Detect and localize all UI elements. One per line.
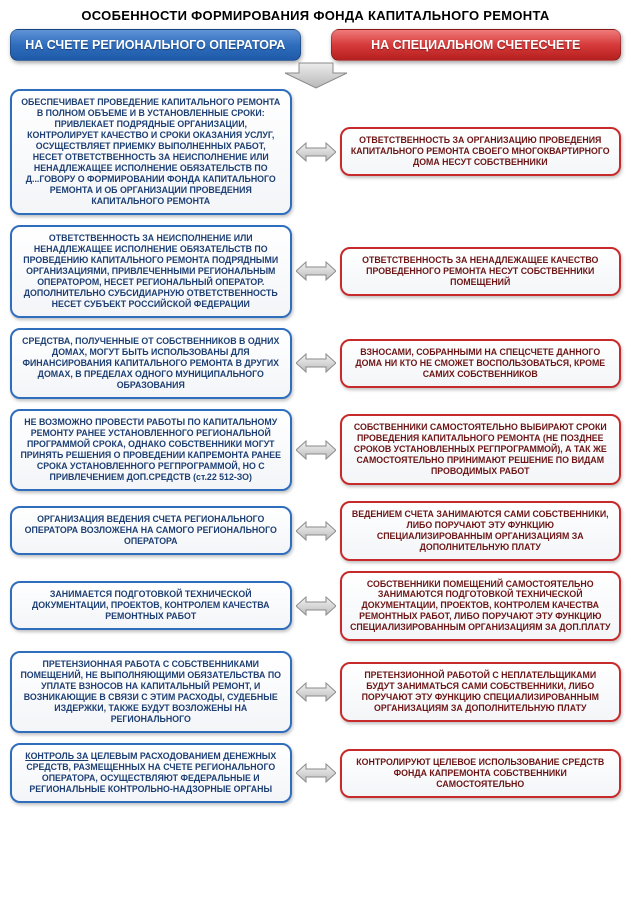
header-right: НА СПЕЦИАЛЬНОМ СЧЕТЕСЧЕТЕ — [331, 29, 622, 61]
left-cell: ЗАНИМАЕТСЯ ПОДГОТОВКОЙ ТЕХНИЧЕСКОЙ ДОКУМ… — [10, 581, 292, 630]
bidirectional-arrow-icon — [296, 352, 336, 374]
right-cell: КОНТРОЛИРУЮТ ЦЕЛЕВОЕ ИСПОЛЬЗОВАНИЕ СРЕДС… — [340, 749, 622, 798]
comparison-row: КОНТРОЛЬ ЗА ЦЕЛЕВЫМ РАСХОДОВАНИЕМ ДЕНЕЖН… — [10, 743, 621, 803]
page-title: ОСОБЕННОСТИ ФОРМИРОВАНИЯ ФОНДА КАПИТАЛЬН… — [10, 8, 621, 23]
comparison-row: ОБЕСПЕЧИВАЕТ ПРОВЕДЕНИЕ КАПИТАЛЬНОГО РЕМ… — [10, 89, 621, 215]
right-cell: ВЗНОСАМИ, СОБРАННЫМИ НА СПЕЦСЧЕТЕ ДАННОГ… — [340, 339, 622, 388]
bidirectional-arrow-icon — [296, 520, 336, 542]
left-cell: СРЕДСТВА, ПОЛУЧЕННЫЕ ОТ СОБСТВЕННИКОВ В … — [10, 328, 292, 399]
comparison-row: ПРЕТЕНЗИОННАЯ РАБОТА С СОБСТВЕННИКАМИ ПО… — [10, 651, 621, 733]
right-cell: ВЕДЕНИЕМ СЧЕТА ЗАНИМАЮТСЯ САМИ СОБСТВЕНН… — [340, 501, 622, 561]
bidirectional-arrow-icon — [296, 141, 336, 163]
right-cell: ПРЕТЕНЗИОННОЙ РАБОТОЙ С НЕПЛАТЕЛЬЩИКАМИ … — [340, 662, 622, 722]
right-cell: СОБСТВЕННИКИ САМОСТОЯТЕЛЬНО ВЫБИРАЮТ СРО… — [340, 414, 622, 485]
right-cell: ОТВЕТСТВЕННОСТЬ ЗА ОРГАНИЗАЦИЮ ПРОВЕДЕНИ… — [340, 127, 622, 176]
comparison-row: ОРГАНИЗАЦИЯ ВЕДЕНИЯ СЧЕТА РЕГИОНАЛЬНОГО … — [10, 501, 621, 561]
down-arrow — [10, 61, 621, 87]
right-cell: СОБСТВЕННИКИ ПОМЕЩЕНИЙ САМОСТОЯТЕЛЬНО ЗА… — [340, 571, 622, 642]
comparison-rows: ОБЕСПЕЧИВАЕТ ПРОВЕДЕНИЕ КАПИТАЛЬНОГО РЕМ… — [10, 89, 621, 803]
bidirectional-arrow-icon — [296, 681, 336, 703]
header-left: НА СЧЕТЕ РЕГИОНАЛЬНОГО ОПЕРАТОРА — [10, 29, 301, 61]
left-cell: ПРЕТЕНЗИОННАЯ РАБОТА С СОБСТВЕННИКАМИ ПО… — [10, 651, 292, 733]
comparison-row: ЗАНИМАЕТСЯ ПОДГОТОВКОЙ ТЕХНИЧЕСКОЙ ДОКУМ… — [10, 571, 621, 642]
bidirectional-arrow-icon — [296, 439, 336, 461]
left-cell: ОБЕСПЕЧИВАЕТ ПРОВЕДЕНИЕ КАПИТАЛЬНОГО РЕМ… — [10, 89, 292, 215]
left-cell: КОНТРОЛЬ ЗА ЦЕЛЕВЫМ РАСХОДОВАНИЕМ ДЕНЕЖН… — [10, 743, 292, 803]
column-headers: НА СЧЕТЕ РЕГИОНАЛЬНОГО ОПЕРАТОРА НА СПЕЦ… — [10, 29, 621, 61]
bidirectional-arrow-icon — [296, 762, 336, 784]
comparison-row: НЕ ВОЗМОЖНО ПРОВЕСТИ РАБОТЫ ПО КАПИТАЛЬН… — [10, 409, 621, 491]
comparison-row: СРЕДСТВА, ПОЛУЧЕННЫЕ ОТ СОБСТВЕННИКОВ В … — [10, 328, 621, 399]
bidirectional-arrow-icon — [296, 260, 336, 282]
right-cell: ОТВЕТСТВЕННОСТЬ ЗА НЕНАДЛЕЖАЩЕЕ КАЧЕСТВО… — [340, 247, 622, 296]
left-cell: НЕ ВОЗМОЖНО ПРОВЕСТИ РАБОТЫ ПО КАПИТАЛЬН… — [10, 409, 292, 491]
left-cell: ОРГАНИЗАЦИЯ ВЕДЕНИЯ СЧЕТА РЕГИОНАЛЬНОГО … — [10, 506, 292, 555]
bidirectional-arrow-icon — [296, 595, 336, 617]
comparison-row: ОТВЕТСТВЕННОСТЬ ЗА НЕИСПОЛНЕНИЕ ИЛИ НЕНА… — [10, 225, 621, 318]
left-cell: ОТВЕТСТВЕННОСТЬ ЗА НЕИСПОЛНЕНИЕ ИЛИ НЕНА… — [10, 225, 292, 318]
